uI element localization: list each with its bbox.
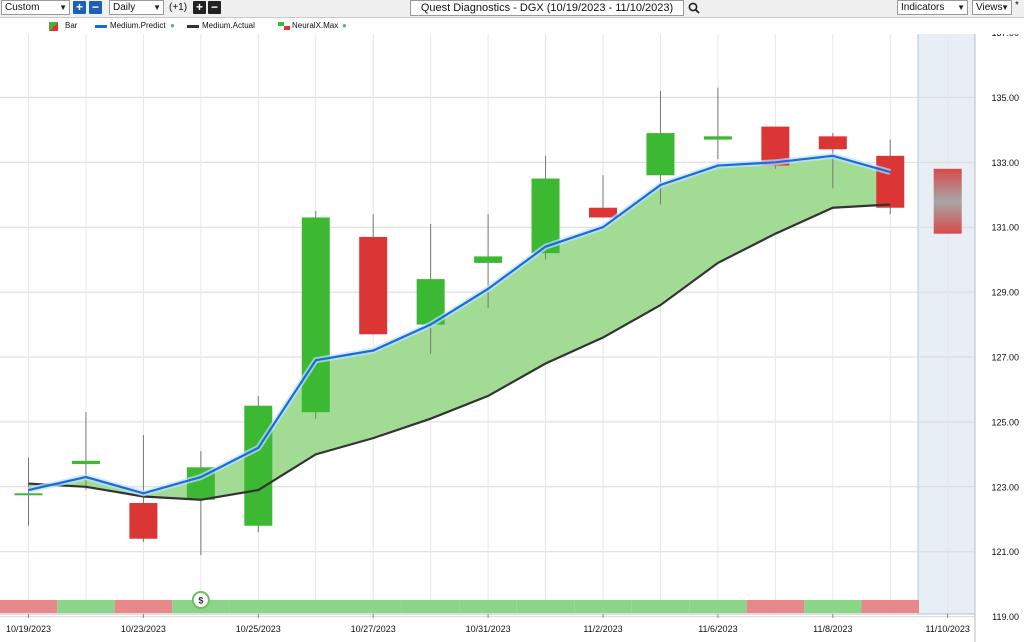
x-tick-label: 11/10/2023 <box>926 624 970 634</box>
signal-band-up <box>689 600 747 613</box>
offset-minus-button[interactable]: − <box>208 1 221 14</box>
signal-band-up <box>229 600 288 613</box>
candle-down[interactable] <box>359 236 388 335</box>
chart-title: Quest Diagnostics - DGX (10/19/2023 - 11… <box>420 2 674 14</box>
search-icon[interactable] <box>688 2 700 14</box>
signal-band-up <box>401 600 460 613</box>
legend-actual: Medium.Actual <box>202 21 255 30</box>
predict-actual-fill <box>28 155 891 500</box>
candle-down[interactable] <box>876 155 905 208</box>
x-tick-label: 10/25/2023 <box>236 624 281 634</box>
candle-up[interactable] <box>646 133 675 176</box>
chevron-down-icon: ▼ <box>59 3 67 12</box>
preset-value: Custom <box>5 2 40 13</box>
zoom-out-button[interactable]: − <box>89 1 102 14</box>
signal-band-up <box>574 600 632 613</box>
indicators-label: Indicators <box>901 2 945 13</box>
indicators-select[interactable]: Indicators ▼ <box>897 0 968 15</box>
x-tick-label: 10/23/2023 <box>121 624 166 634</box>
candle-down[interactable] <box>129 503 158 539</box>
legend-bar: Bar <box>65 21 78 30</box>
toolbar: Custom ▼ + − Daily ▼ (+1) + − Quest Diag… <box>0 0 1024 18</box>
y-tick-label: 129.00 <box>991 288 1019 298</box>
pin-icon[interactable]: * <box>1015 0 1019 11</box>
signal-band-up <box>516 600 575 613</box>
candle-down[interactable] <box>818 136 847 150</box>
candle-up[interactable] <box>244 405 273 526</box>
bar-legend-icon <box>49 22 58 31</box>
interval-select[interactable]: Daily ▼ <box>109 0 164 15</box>
candle-up[interactable] <box>71 460 100 465</box>
medium-actual-line <box>28 203 891 501</box>
chevron-down-icon: ▼ <box>153 3 161 12</box>
forecast-zone <box>918 34 975 614</box>
signal-band-up <box>459 600 517 613</box>
x-tick-label: 11/8/2023 <box>813 624 852 634</box>
x-tick-label: 11/2/2023 <box>583 624 622 634</box>
candle-down[interactable] <box>589 207 617 218</box>
y-tick-label: 131.00 <box>991 223 1019 233</box>
preset-select[interactable]: Custom ▼ <box>1 0 70 15</box>
x-tick-label: 11/6/2023 <box>698 624 737 634</box>
candle-up[interactable] <box>301 217 330 413</box>
signal-band-up <box>344 600 402 613</box>
views-select[interactable]: Views ▼ <box>972 0 1012 15</box>
y-tick-label: 133.00 <box>991 158 1019 168</box>
signal-band-up <box>287 600 345 613</box>
legend: Bar Medium.Predict ● Medium.Actual Neura… <box>0 18 1024 34</box>
settings-dot-icon[interactable]: ● <box>170 21 175 30</box>
x-tick-label: 10/27/2023 <box>351 624 396 634</box>
candle-up[interactable] <box>474 256 503 263</box>
forecast-candle[interactable] <box>933 168 962 234</box>
signal-band-down <box>861 600 919 613</box>
chart-title-field[interactable]: Quest Diagnostics - DGX (10/19/2023 - 11… <box>410 0 684 16</box>
interval-value: Daily <box>113 2 136 13</box>
chevron-down-icon: ▼ <box>1001 3 1009 12</box>
actual-legend-icon <box>187 25 199 28</box>
y-tick-label: 137.00 <box>991 34 1019 38</box>
settings-dot-icon[interactable]: ● <box>342 21 347 30</box>
views-label: Views <box>976 2 1003 13</box>
legend-neural: NeuralX.Max <box>292 21 339 30</box>
y-tick-label: 127.00 <box>991 353 1019 363</box>
signal-marker-label: $ <box>198 596 203 606</box>
offset-plus-button[interactable]: + <box>193 1 206 14</box>
y-tick-label: 135.00 <box>991 93 1019 103</box>
neural-legend-icon <box>278 22 290 30</box>
price-chart[interactable]: 137.00 135.00 133.00 131.00 129.00 127.00 125.… <box>0 34 1024 642</box>
y-tick-label: 123.00 <box>991 482 1019 492</box>
predict-legend-icon <box>95 25 107 28</box>
signal-marker-icon[interactable] <box>191 591 210 609</box>
signal-band-down <box>0 600 58 613</box>
candle-up[interactable] <box>703 136 732 140</box>
medium-predict-line <box>28 154 891 495</box>
signal-band-up <box>631 600 690 613</box>
zoom-in-button[interactable]: + <box>73 1 86 14</box>
x-tick-label: 10/19/2023 <box>6 624 51 634</box>
y-tick-label: 121.00 <box>991 547 1019 557</box>
legend-predict: Medium.Predict <box>110 21 166 30</box>
signal-band-up <box>57 600 115 613</box>
y-tick-label: 125.00 <box>991 417 1019 427</box>
y-tick-label: 119.00 <box>992 612 1019 622</box>
candle-up[interactable] <box>14 493 43 496</box>
offset-label: (+1) <box>169 2 188 13</box>
signal-band-down <box>114 600 173 613</box>
x-tick-label: 10/31/2023 <box>466 624 511 634</box>
signal-band-down <box>746 600 805 613</box>
chevron-down-icon: ▼ <box>957 3 965 12</box>
signal-band-up <box>804 600 862 613</box>
